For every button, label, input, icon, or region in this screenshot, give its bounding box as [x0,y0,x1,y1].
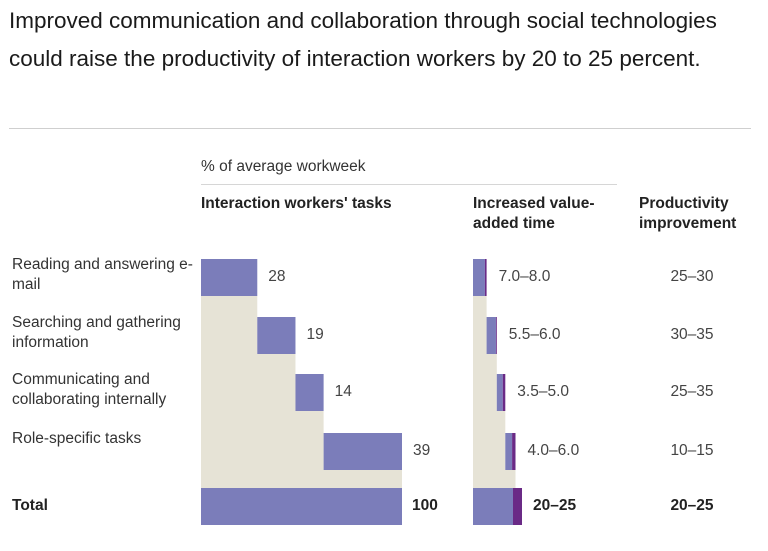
value-added-total-range [513,488,522,525]
row-label-4: Role-specific tasks [12,430,142,447]
unit-label: % of average workweek [201,158,366,175]
value-added-range-3 [502,374,506,411]
tasks-value-label-2: 19 [306,326,324,343]
row-label-3: Communicating and collaborating internal… [12,371,167,408]
tasks-background-2 [201,354,296,411]
row-label-1: Reading and answering e-mail [12,256,193,293]
value-added-background-3 [473,411,506,470]
tasks-value-label-4: 39 [413,442,431,459]
total-row-label: Total [12,497,48,514]
value-added-range-1 [484,259,487,296]
tasks-bar-1 [201,259,258,296]
value-added-bar-4 [505,433,513,470]
column-header-value-added: Increased value-added time [473,195,595,232]
tasks-total-label: 100 [412,497,438,514]
tasks-value-label-1: 28 [268,268,286,285]
bar-layer [201,259,522,525]
tasks-bar-2 [257,317,296,354]
unit-divider [201,184,617,185]
tasks-background-1 [201,296,258,354]
value-added-label-4: 4.0–6.0 [527,442,580,459]
row-label-2: Searching and gathering information [12,314,181,351]
chart-headline: Improved communication and collaboration… [9,8,717,71]
value-added-label-1: 7.0–8.0 [498,268,551,285]
value-added-total-bar [473,488,513,525]
value-added-bar-1 [473,259,485,296]
value-added-label-2: 5.5–6.0 [508,326,561,343]
productivity-total-label: 20–25 [670,497,714,514]
value-added-label-3: 3.5–5.0 [517,383,570,400]
value-added-total-label: 20–25 [533,497,577,514]
tasks-background-3 [201,411,324,470]
tasks-bar-4 [323,433,402,470]
column-header-tasks: Interaction workers' tasks [201,195,392,212]
value-added-bar-3 [496,374,503,411]
productivity-label-3: 25–35 [670,383,714,400]
headline-divider [9,128,751,129]
column-header-productivity: Productivity improvement [639,195,737,232]
value-added-background-1 [473,296,487,354]
tasks-bar-3 [295,374,324,411]
productivity-label-2: 30–35 [670,326,714,343]
value-added-bar-2 [486,317,496,354]
background-area-layer [201,296,516,488]
productivity-label-1: 25–30 [670,268,714,285]
value-added-range-2 [495,317,497,354]
value-added-background-2 [473,354,497,411]
tasks-total-bar [201,488,402,525]
tasks-value-label-3: 14 [334,383,352,400]
value-added-background-4 [473,470,516,488]
productivity-label-4: 10–15 [670,442,714,459]
value-added-range-4 [512,433,516,470]
tasks-background-4 [201,470,402,488]
